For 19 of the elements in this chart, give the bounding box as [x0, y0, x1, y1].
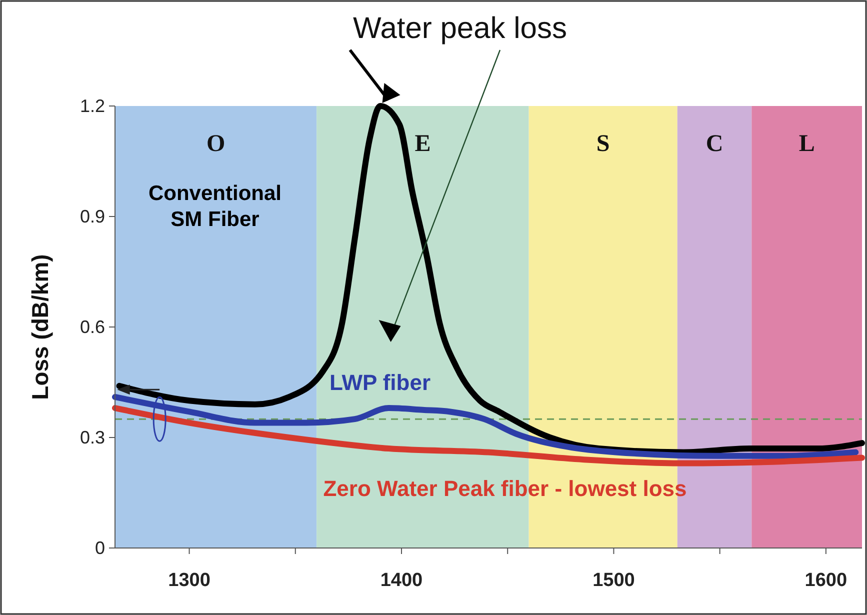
x-tick-label: 1600 [804, 570, 848, 591]
chart-title: Water peak loss [353, 12, 567, 45]
text: Conventional SM Fiber [148, 182, 282, 231]
band-label: S [596, 131, 610, 157]
y-tick-label: 0.6 [80, 317, 105, 337]
x-tick-label: 1500 [592, 570, 635, 591]
series-label: Zero Water Peak fiber - lowest loss [323, 476, 687, 501]
band-label: E [414, 131, 431, 157]
band-label: L [798, 131, 815, 157]
y-tick-label: 0.3 [80, 428, 105, 448]
y-tick-label: 1.2 [80, 96, 105, 116]
y-tick-label: 0 [94, 538, 105, 558]
x-tick-label: 1300 [168, 570, 210, 591]
band-label: C [706, 131, 724, 157]
x-tick-label: 1400 [380, 570, 423, 591]
y-tick-label: 0.9 [80, 206, 105, 226]
series-label: LWP fiber [329, 370, 431, 395]
y-axis-title: Loss (dB/km) [27, 254, 53, 400]
band-label: O [206, 131, 226, 157]
